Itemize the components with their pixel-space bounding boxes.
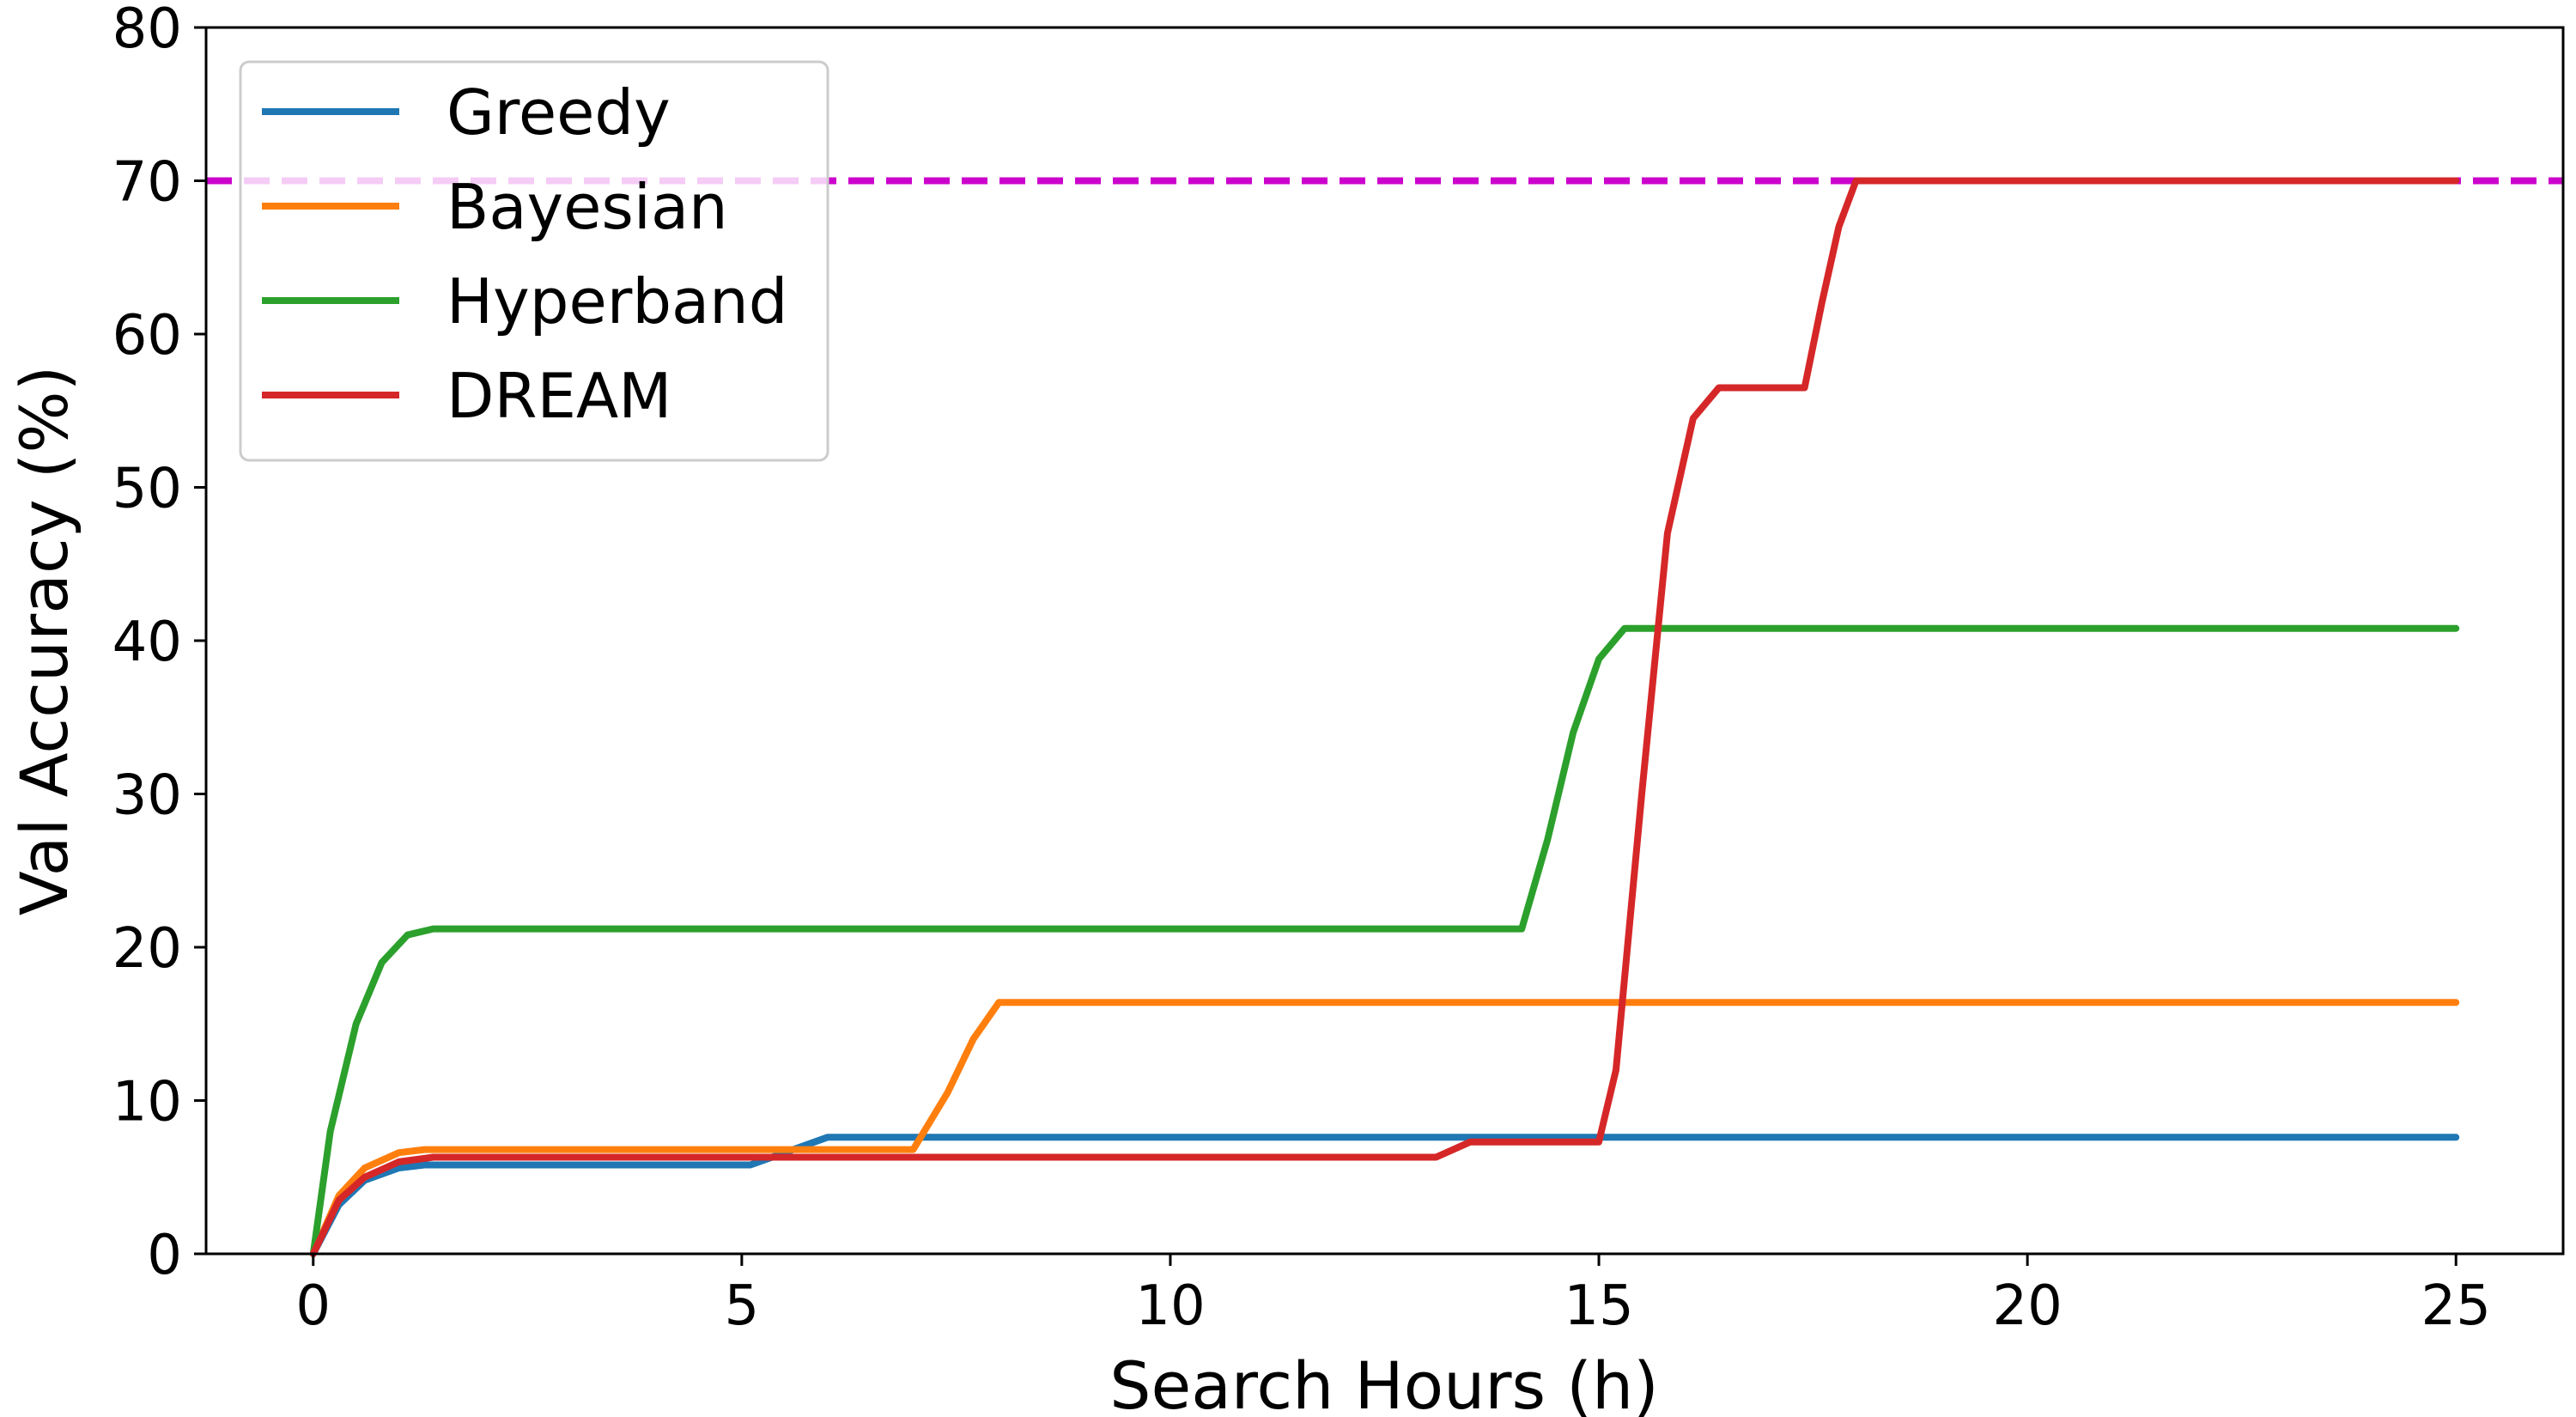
y-tick-label: 40	[112, 611, 182, 674]
series-line-dream	[309, 177, 2460, 1257]
x-tick-label: 15	[1564, 1274, 1633, 1338]
x-tick-label: 20	[1992, 1274, 2062, 1338]
legend-frame	[239, 60, 829, 462]
y-tick-label: 20	[112, 917, 182, 981]
x-tick-label: 25	[2421, 1274, 2491, 1338]
legend-label-greedy: Greedy	[447, 76, 671, 149]
x-tick-label: 0	[295, 1274, 331, 1338]
y-tick-label: 80	[112, 0, 182, 61]
x-axis-title: Search Hours (h)	[1109, 1347, 1659, 1417]
legend-label-dream: DREAM	[447, 360, 671, 432]
y-tick-label: 50	[112, 458, 182, 521]
legend-label-bayesian: Bayesian	[447, 171, 728, 243]
legend-label-hyperband: Hyperband	[447, 265, 788, 338]
y-tick-label: 70	[112, 151, 182, 215]
series-layer	[309, 177, 2460, 1257]
y-axis: 0 10 20 30 40 50 60 70 80	[112, 0, 206, 1287]
series-line-hyperband	[309, 624, 2460, 1257]
x-tick-label: 5	[725, 1274, 760, 1338]
x-axis: 0 5 10 15 20 25	[295, 1254, 2491, 1338]
y-tick-label: 0	[147, 1224, 182, 1287]
y-tick-label: 10	[112, 1071, 182, 1134]
y-tick-label: 30	[112, 764, 182, 828]
y-tick-label: 60	[112, 304, 182, 368]
y-axis-title: Val Accuracy (%)	[6, 366, 82, 916]
x-tick-label: 10	[1135, 1274, 1205, 1338]
legend: Greedy Bayesian Hyperband DREAM	[239, 60, 829, 462]
series-line-bayesian	[309, 999, 2460, 1257]
